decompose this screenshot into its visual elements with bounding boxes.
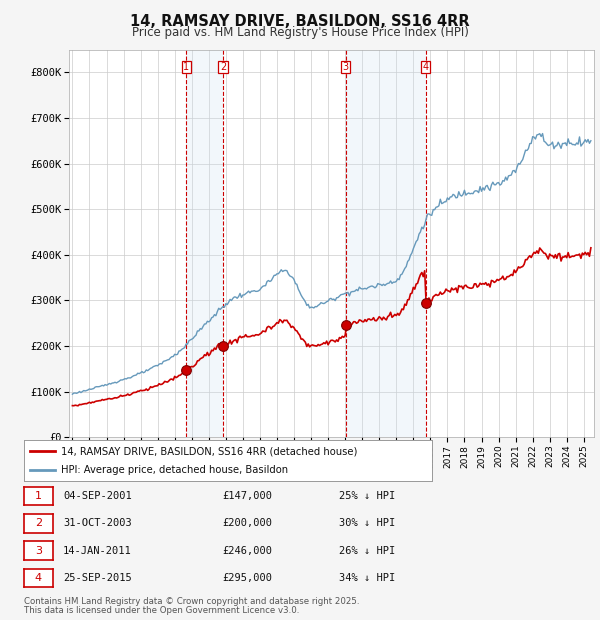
Text: 30% ↓ HPI: 30% ↓ HPI — [339, 518, 395, 528]
Text: £295,000: £295,000 — [222, 573, 272, 583]
Text: 3: 3 — [343, 62, 349, 72]
Text: 1: 1 — [183, 62, 190, 72]
Text: Price paid vs. HM Land Registry's House Price Index (HPI): Price paid vs. HM Land Registry's House … — [131, 26, 469, 39]
Text: 25-SEP-2015: 25-SEP-2015 — [63, 573, 132, 583]
Text: 26% ↓ HPI: 26% ↓ HPI — [339, 546, 395, 556]
Text: 34% ↓ HPI: 34% ↓ HPI — [339, 573, 395, 583]
Text: 3: 3 — [35, 546, 42, 556]
Text: 4: 4 — [422, 62, 429, 72]
Bar — [346, 50, 426, 437]
Text: £147,000: £147,000 — [222, 491, 272, 501]
Text: 25% ↓ HPI: 25% ↓ HPI — [339, 491, 395, 501]
Text: 2: 2 — [220, 62, 226, 72]
Text: 14, RAMSAY DRIVE, BASILDON, SS16 4RR: 14, RAMSAY DRIVE, BASILDON, SS16 4RR — [130, 14, 470, 29]
Text: £246,000: £246,000 — [222, 546, 272, 556]
Text: 31-OCT-2003: 31-OCT-2003 — [63, 518, 132, 528]
Bar — [186, 50, 223, 437]
Text: 14, RAMSAY DRIVE, BASILDON, SS16 4RR (detached house): 14, RAMSAY DRIVE, BASILDON, SS16 4RR (de… — [61, 446, 357, 456]
Text: 2: 2 — [35, 518, 42, 528]
Text: 1: 1 — [35, 491, 42, 501]
Text: 4: 4 — [35, 573, 42, 583]
Text: 04-SEP-2001: 04-SEP-2001 — [63, 491, 132, 501]
Text: Contains HM Land Registry data © Crown copyright and database right 2025.: Contains HM Land Registry data © Crown c… — [24, 597, 359, 606]
Text: £200,000: £200,000 — [222, 518, 272, 528]
Text: HPI: Average price, detached house, Basildon: HPI: Average price, detached house, Basi… — [61, 464, 288, 475]
Text: 14-JAN-2011: 14-JAN-2011 — [63, 546, 132, 556]
Text: This data is licensed under the Open Government Licence v3.0.: This data is licensed under the Open Gov… — [24, 606, 299, 615]
